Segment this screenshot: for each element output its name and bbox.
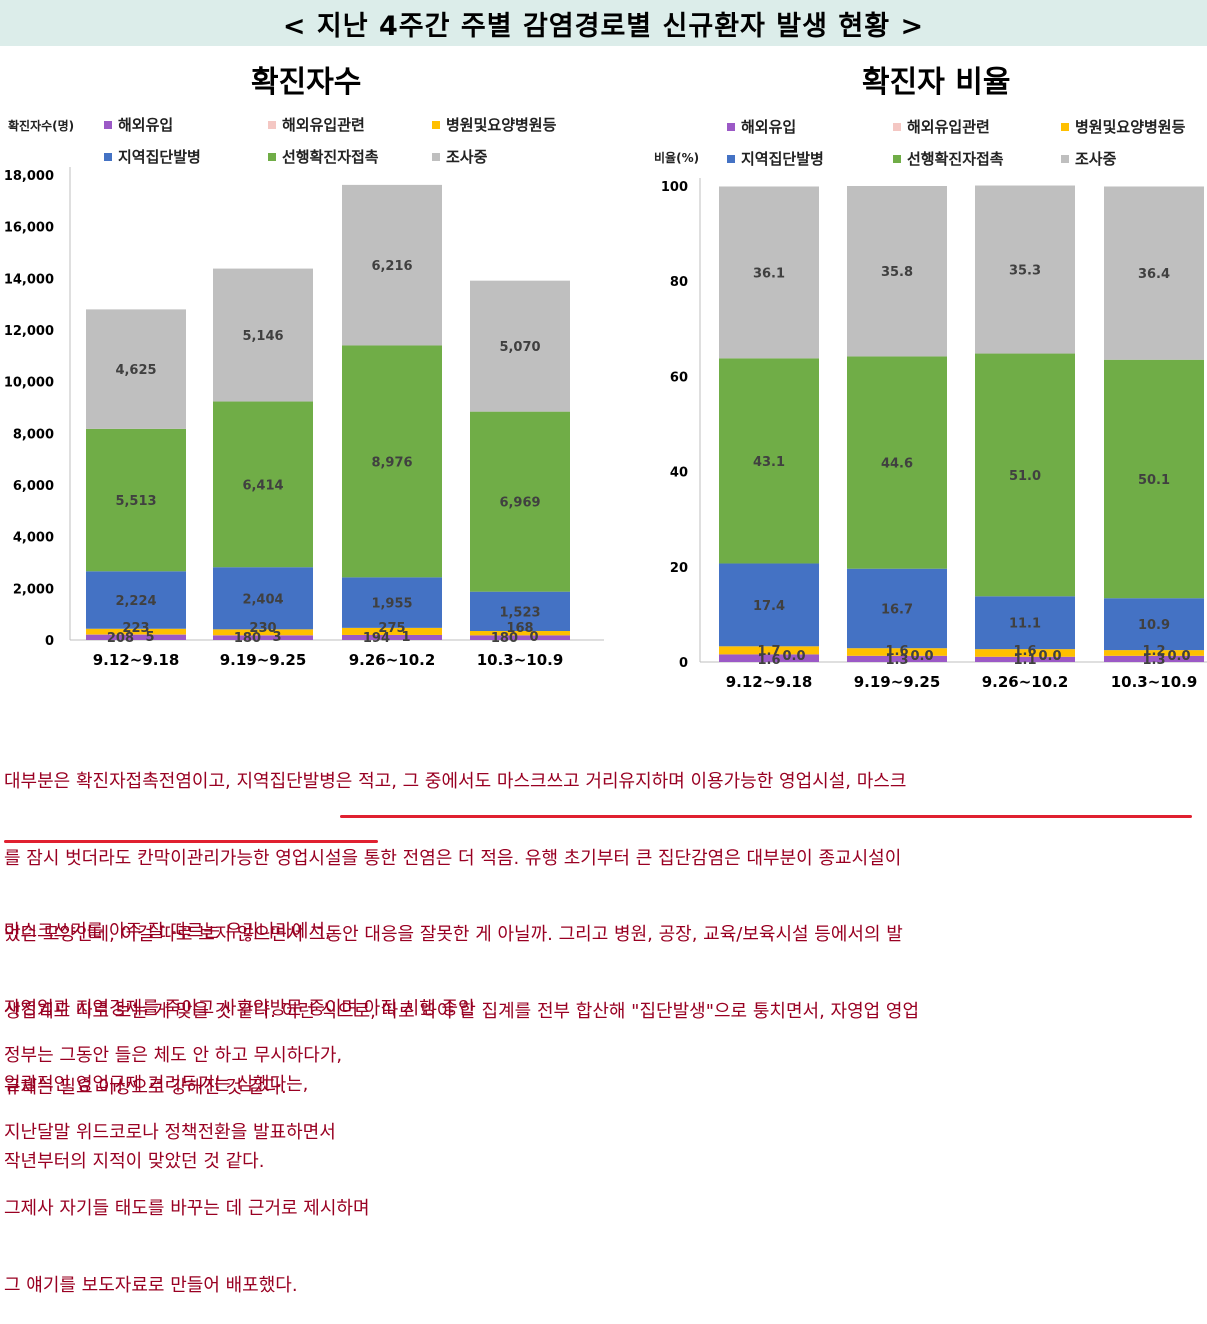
ratio-chart-data-label-investigating: 36.4 (1138, 267, 1170, 282)
charts-canvas: 0 2,000 4,000 6,000 8,000 10,000 12,000 14,000 1… (0, 0, 1207, 700)
count-chart-y-tick-label: 14,000 (4, 272, 54, 287)
red-underline-mark-1 (340, 815, 1192, 818)
count-chart-data-label-cluster: 1,955 (371, 597, 412, 612)
memo-line: 정부는 그동안 들은 체도 안 하고 무시하다가, (4, 1043, 370, 1069)
ratio-chart-data-label-hospital: 1.6 (1013, 644, 1036, 659)
count-chart-data-label-contact: 8,976 (371, 455, 412, 470)
ratio-chart-category-label: 9.19~9.25 (854, 673, 941, 691)
ratio-chart-legend-label-overseas: 해외유입 (741, 118, 796, 136)
count-chart-y-tick-label: 16,000 (4, 221, 54, 236)
count-chart-y-tick-label: 4,000 (13, 531, 54, 546)
count-chart-legend-swatch-investigating (432, 153, 440, 161)
ratio-chart-data-label-overseas_related: 0.0 (1038, 649, 1061, 664)
count-chart-legend-label-contact: 선행확진자접촉 (282, 148, 379, 166)
count-chart-y-tick-label: 12,000 (4, 324, 54, 339)
count-chart-bar-overseas (470, 635, 570, 640)
memo-line: 그제사 자기들 태도를 바꾸는 데 근거로 제시하며 (4, 1196, 370, 1222)
ratio-chart-data-label-overseas_related: 0.0 (1167, 649, 1190, 664)
ratio-chart-y-axis-label: 비율(%) (654, 150, 699, 165)
count-chart-legend-label-overseas_related: 해외유입관련 (282, 116, 365, 134)
count-chart-data-label-hospital: 223 (122, 621, 149, 636)
ratio-chart-data-label-contact: 50.1 (1138, 473, 1170, 488)
ratio-chart-legend-label-cluster: 지역집단발병 (741, 150, 824, 168)
count-chart-category-label: 10.3~10.9 (477, 651, 564, 669)
count-chart-y-tick-label: 2,000 (13, 582, 54, 597)
count-chart-data-label-investigating: 4,625 (115, 363, 156, 378)
count-chart-data-label-cluster: 2,224 (115, 594, 156, 609)
count-chart-data-label-cluster: 2,404 (242, 592, 283, 607)
ratio-chart-data-label-investigating: 35.8 (881, 265, 913, 280)
ratio-chart-data-label-investigating: 36.1 (753, 266, 785, 281)
count-chart-y-tick-label: 8,000 (13, 427, 54, 442)
ratio-chart-data-label-cluster: 10.9 (1138, 618, 1170, 633)
ratio-chart-data-label-investigating: 35.3 (1009, 264, 1041, 279)
count-chart-data-label-cluster: 1,523 (499, 605, 540, 620)
ratio-chart-legend-swatch-cluster (727, 155, 735, 163)
count-chart-data-label-contact: 5,513 (115, 494, 156, 509)
ratio-chart-legend-swatch-overseas_related (893, 123, 901, 131)
count-chart-legend-label-investigating: 조사중 (446, 148, 488, 166)
count-chart-y-tick-label: 10,000 (4, 376, 54, 391)
ratio-chart-legend-label-contact: 선행확진자접촉 (907, 150, 1004, 168)
ratio-chart-data-label-contact: 44.6 (881, 457, 913, 472)
ratio-chart-y-tick-label: 20 (670, 561, 688, 576)
ratio-chart-legend-swatch-overseas (727, 123, 735, 131)
ratio-chart-category-label: 9.26~10.2 (982, 673, 1069, 691)
ratio-chart-category-label: 10.3~10.9 (1111, 673, 1198, 691)
ratio-chart-data-label-cluster: 16.7 (881, 602, 913, 617)
ratio-chart-y-tick-label: 100 (661, 180, 688, 195)
ratio-chart-y-tick-label: 80 (670, 275, 688, 290)
count-chart-legend-swatch-contact (268, 153, 276, 161)
ratio-chart-data-label-cluster: 17.4 (753, 599, 785, 614)
count-chart-legend-swatch-overseas_related (268, 121, 276, 129)
count-chart-legend-swatch-overseas (104, 121, 112, 129)
count-chart-data-label-hospital: 275 (378, 621, 405, 636)
count-chart-y-axis-label: 확진자수(명) (8, 118, 74, 133)
count-chart-legend-label-hospital: 병원및요양병원등 (446, 116, 557, 134)
count-chart-data-label-hospital: 168 (506, 621, 533, 636)
count-chart-data-label-contact: 6,414 (242, 478, 283, 493)
memo-line: 마스크쓰기를 아주 잘 따르는 우리나라에서, (4, 919, 475, 945)
ratio-chart-data-label-cluster: 11.1 (1009, 617, 1041, 632)
count-chart-data-label-contact: 6,969 (499, 496, 540, 511)
count-chart-bar-overseas (213, 635, 313, 640)
memo-paragraph-3: 정부는 그동안 들은 체도 안 하고 무시하다가, 지난달말 위드코로나 정책전… (4, 992, 370, 1324)
ratio-chart-legend-swatch-contact (893, 155, 901, 163)
ratio-chart-data-label-hospital: 1.6 (885, 644, 908, 659)
memo-line: 지난달말 위드코로나 정책전환을 발표하면서 (4, 1120, 370, 1146)
ratio-chart-data-label-overseas_related: 0.0 (782, 649, 805, 664)
count-chart-legend-swatch-hospital (432, 121, 440, 129)
count-chart-data-label-investigating: 5,146 (242, 329, 283, 344)
count-chart-data-label-hospital: 230 (249, 621, 276, 636)
count-chart-legend-swatch-cluster (104, 153, 112, 161)
ratio-chart-data-label-contact: 51.0 (1009, 469, 1041, 484)
memo-line: 그 얘기를 보도자료로 만들어 배포했다. (4, 1273, 370, 1299)
ratio-chart-y-tick-label: 60 (670, 370, 688, 385)
ratio-chart-data-label-contact: 43.1 (753, 455, 785, 470)
ratio-chart-legend-label-hospital: 병원및요양병원등 (1075, 118, 1186, 136)
red-underline-mark-2 (4, 840, 378, 843)
ratio-chart-legend-label-investigating: 조사중 (1075, 150, 1117, 168)
count-chart-data-label-investigating: 5,070 (499, 340, 540, 355)
ratio-chart-data-label-overseas_related: 0.0 (910, 649, 933, 664)
ratio-chart-category-label: 9.12~9.18 (726, 673, 813, 691)
ratio-chart-legend-swatch-investigating (1061, 155, 1069, 163)
ratio-chart-legend-label-overseas_related: 해외유입관련 (907, 118, 990, 136)
count-chart-category-label: 9.19~9.25 (220, 651, 307, 669)
ratio-chart-data-label-hospital: 1.2 (1142, 644, 1165, 659)
count-chart-legend-label-cluster: 지역집단발병 (118, 148, 201, 166)
count-chart-category-label: 9.26~10.2 (349, 651, 436, 669)
memo-line: 대부분은 확진자접촉전염이고, 지역집단발병은 적고, 그 중에서도 마스크쓰고… (4, 769, 919, 795)
count-chart-data-label-investigating: 6,216 (371, 259, 412, 274)
ratio-chart-data-label-hospital: 1.7 (757, 644, 780, 659)
count-chart-category-label: 9.12~9.18 (93, 651, 180, 669)
count-chart-y-tick-label: 6,000 (13, 479, 54, 494)
count-chart-y-tick-label: 0 (45, 634, 54, 649)
ratio-chart-y-tick-label: 40 (670, 466, 688, 481)
count-chart-y-tick-label: 18,000 (4, 169, 54, 184)
ratio-chart-legend-swatch-hospital (1061, 123, 1069, 131)
ratio-chart-y-tick-label: 0 (679, 656, 688, 671)
count-chart-legend-label-overseas: 해외유입 (118, 116, 173, 134)
